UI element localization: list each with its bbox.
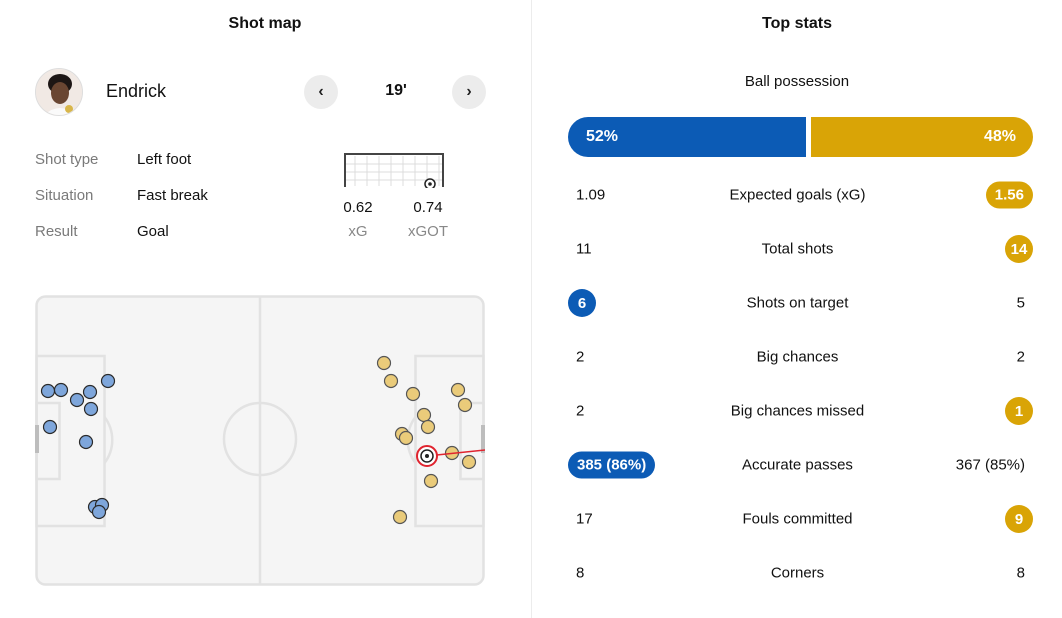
stat-row: 1.09 Expected goals (xG) 1.56	[532, 178, 1062, 212]
stat-away-value: 5	[1016, 294, 1025, 312]
home-shots	[40, 373, 116, 520]
stat-away-value: 1.56	[985, 181, 1033, 209]
stat-home-value: 385 (86%)	[568, 451, 656, 479]
shot-map-panel: Shot map Endrick ‹ 19' › Shot type Left …	[0, 0, 530, 618]
stat-home-value: 17	[576, 510, 593, 528]
stat-away-value: 2	[1016, 348, 1025, 366]
pitch-shot-map	[35, 295, 485, 586]
shot-type-value: Left foot	[137, 151, 192, 168]
result-value: Goal	[137, 223, 169, 240]
xg-label: xG	[348, 223, 368, 240]
player-photo-icon	[36, 69, 82, 115]
possession-label: Ball possession	[744, 73, 850, 90]
goal-mouth-graphic	[344, 153, 444, 188]
stat-name: Fouls committed	[742, 510, 853, 528]
stat-away-value: 8	[1016, 564, 1025, 582]
next-shot-button[interactable]: ›	[452, 75, 486, 109]
stat-home-value: 11	[576, 240, 592, 258]
stat-name: Expected goals (xG)	[729, 186, 866, 204]
stat-name: Big chances missed	[730, 402, 865, 420]
possession-away-value: 48%	[983, 128, 1016, 145]
situation-label: Situation	[35, 187, 94, 204]
possession-home-value: 52%	[586, 128, 619, 145]
possession-home-bar: 52%	[568, 117, 806, 157]
stat-home-value: 2	[576, 402, 585, 420]
stat-row: 8 Corners 8	[532, 556, 1062, 590]
stat-away-value: 367 (85%)	[955, 456, 1025, 474]
chevron-right-icon: ›	[466, 83, 472, 100]
stat-home-value: 1.09	[576, 186, 606, 204]
shot-minute: 19'	[385, 82, 407, 99]
stat-away-value: 1	[1005, 397, 1033, 425]
shot-map-title: Shot map	[228, 15, 302, 32]
xgot-label: xGOT	[408, 223, 448, 240]
stat-row: 2 Big chances missed 1	[532, 394, 1062, 428]
player-name[interactable]: Endrick	[106, 81, 167, 101]
stat-row: 17 Fouls committed 9	[532, 502, 1062, 536]
stat-name: Shots on target	[746, 294, 849, 312]
stat-row: 6 Shots on target 5	[532, 286, 1062, 320]
selected-shot	[416, 445, 485, 467]
stat-away-value: 9	[1005, 505, 1033, 533]
stat-name: Big chances	[756, 348, 839, 366]
stat-home-value: 6	[568, 289, 596, 317]
stat-row: 385 (86%) Accurate passes 367 (85%)	[532, 448, 1062, 482]
result-label: Result	[35, 223, 78, 240]
shot-type-label: Shot type	[35, 151, 99, 168]
stat-name: Corners	[770, 564, 825, 582]
previous-shot-button[interactable]: ‹	[304, 75, 338, 109]
stat-home-value: 8	[576, 564, 585, 582]
stat-name: Accurate passes	[742, 456, 853, 474]
chevron-left-icon: ‹	[318, 83, 324, 100]
stat-row: 11 Total shots 14	[532, 232, 1062, 266]
player-avatar	[35, 68, 83, 116]
stat-home-value: 2	[576, 348, 585, 366]
stat-row: 2 Big chances 2	[532, 340, 1062, 374]
stat-name: Total shots	[761, 240, 834, 258]
top-stats-title: Top stats	[762, 15, 832, 32]
top-stats-panel: Top stats Ball possession 52% 48% 1.09 Ex…	[531, 0, 1062, 618]
situation-value: Fast break	[137, 187, 208, 204]
xgot-value: 0.74	[413, 199, 443, 216]
stat-away-value: 14	[1005, 235, 1033, 263]
away-shots	[376, 355, 477, 525]
xg-value: 0.62	[343, 199, 373, 216]
possession-away-bar: 48%	[811, 117, 1033, 157]
